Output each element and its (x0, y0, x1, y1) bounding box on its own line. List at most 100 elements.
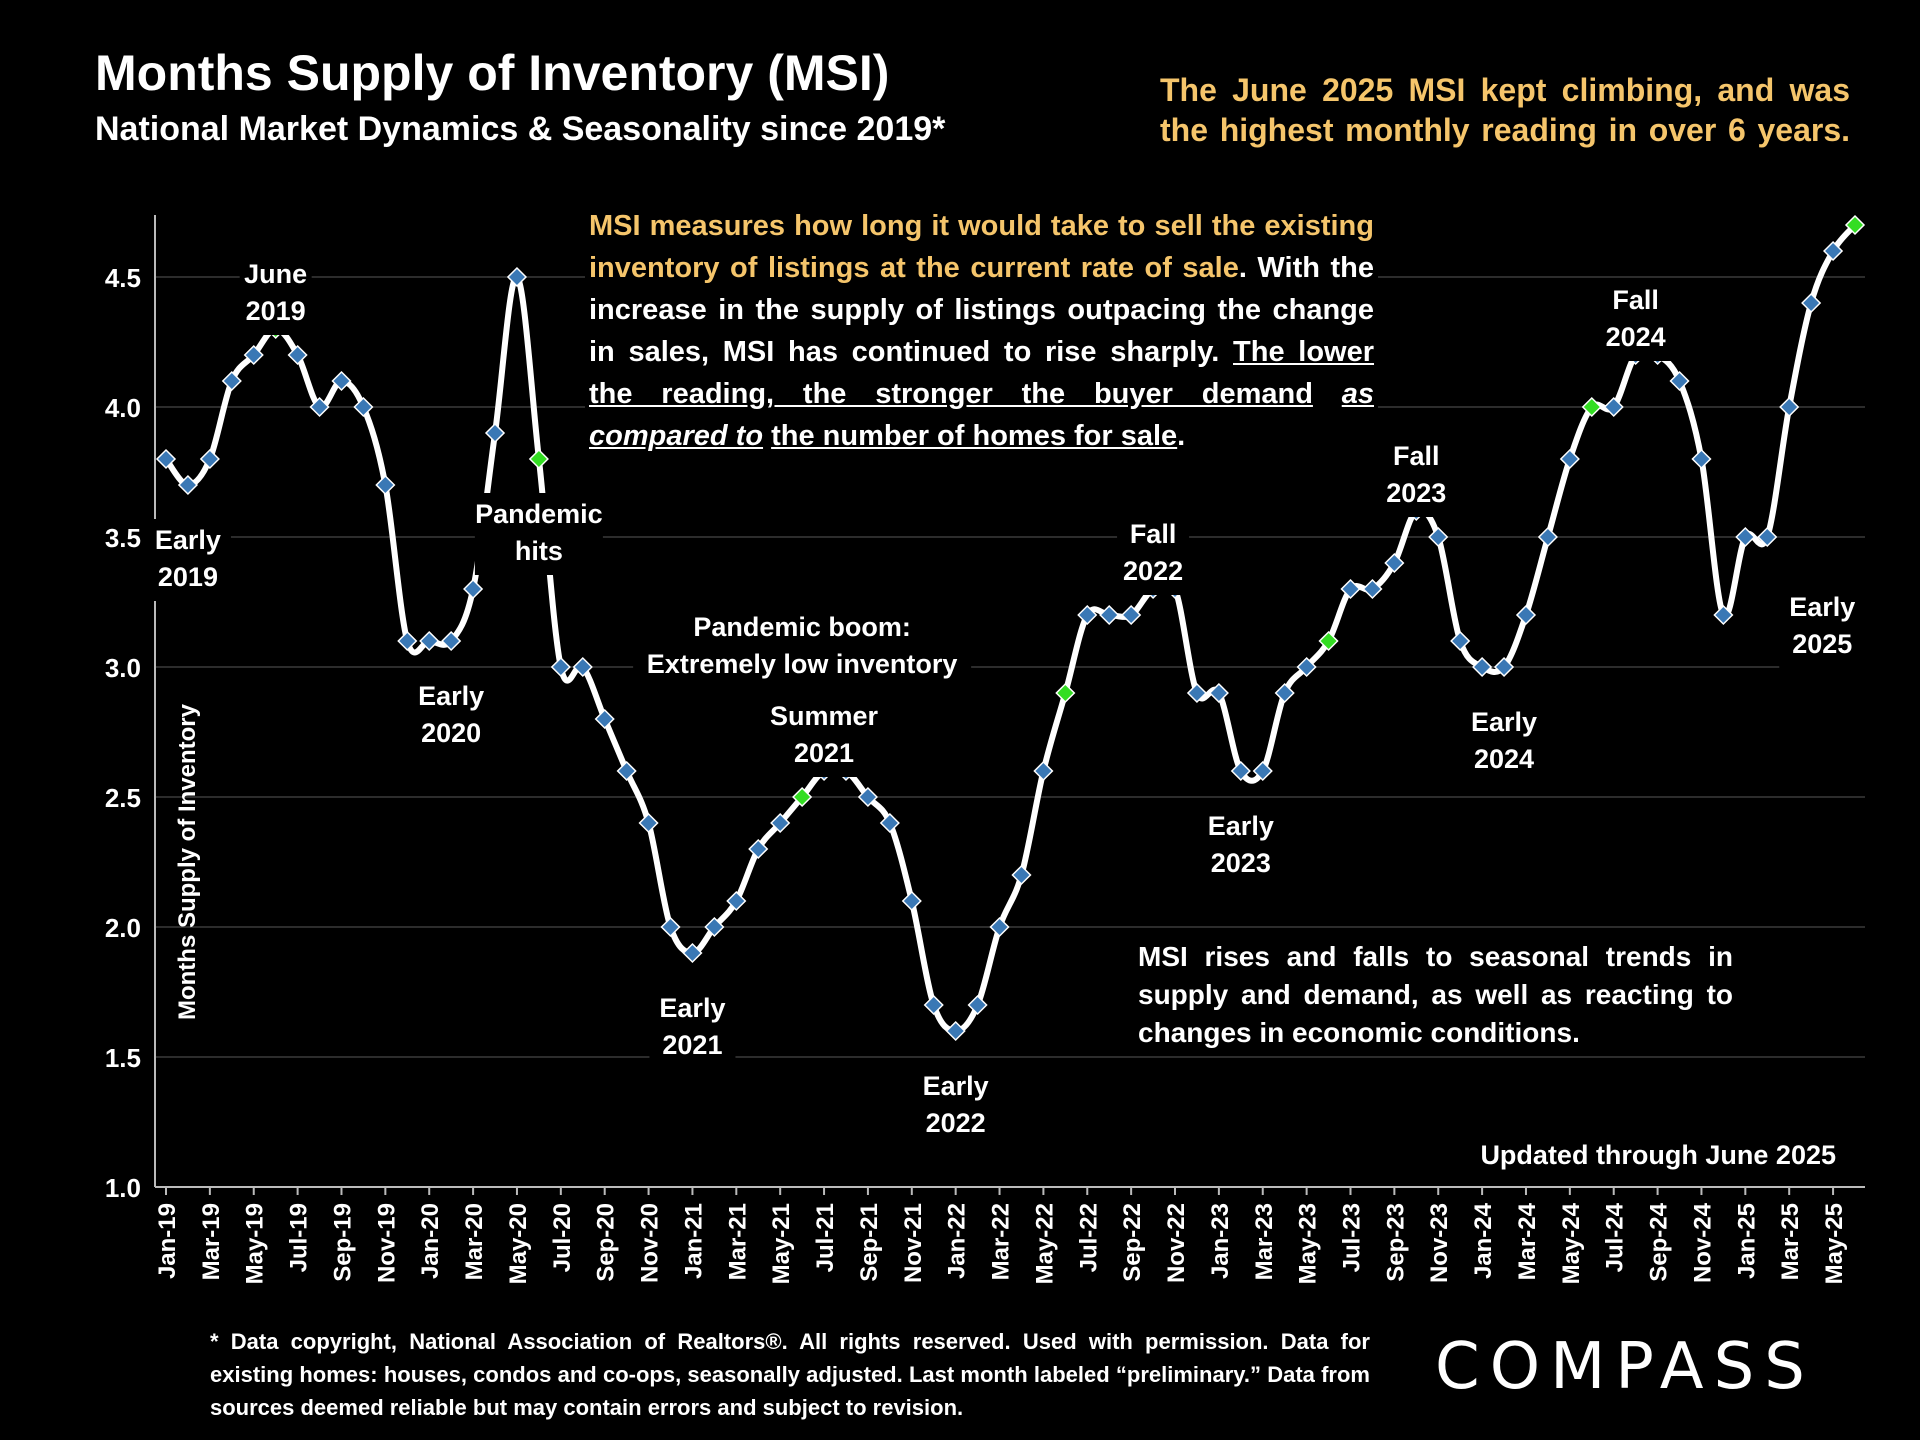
data-point (572, 656, 593, 678)
highlight-data-point (1581, 396, 1602, 418)
data-point (1208, 682, 1229, 704)
data-point (1362, 578, 1383, 600)
data-point (704, 916, 725, 938)
chart-title: Months Supply of Inventory (MSI) (95, 45, 890, 101)
demand-note-italic: as compared to (589, 378, 1374, 452)
annotation-text: 2024 (1474, 744, 1534, 774)
annotation-label: Fall 2024 (1599, 279, 1672, 361)
x-tick-label: Jul-20 (549, 1203, 576, 1272)
annotation-text: June (244, 259, 307, 289)
headline-note: The June 2025 MSI kept climbing, and was… (1160, 72, 1850, 148)
x-tick-label: Jan-22 (944, 1203, 971, 1279)
annotation-background (1599, 279, 1672, 361)
data-point (901, 890, 922, 912)
data-point (1537, 526, 1558, 548)
y-tick-label: 3.5 (105, 523, 141, 553)
annotation-background (1779, 586, 1866, 668)
x-tick-label: Mar-19 (198, 1203, 225, 1280)
x-tick-label: Nov-23 (1426, 1203, 1453, 1283)
x-tick-label: Mar-24 (1514, 1202, 1541, 1280)
data-point (923, 994, 944, 1016)
x-tick-label: Jan-19 (154, 1203, 181, 1279)
x-tick-label: May-24 (1558, 1202, 1585, 1284)
x-tick-label: Jan-21 (680, 1203, 707, 1279)
definition-highlight: MSI measures how long it would take to s… (589, 210, 1374, 284)
data-point (309, 396, 330, 418)
annotation-label: Summer 2021 (770, 695, 879, 777)
annotation-text: 2021 (662, 1030, 722, 1060)
y-tick-label: 4.0 (105, 393, 141, 423)
data-point (660, 916, 681, 938)
demand-note-rest: the number of homes for sale (771, 420, 1178, 452)
x-tick-label: May-22 (1031, 1203, 1058, 1284)
data-point (243, 344, 264, 366)
annotation-background (774, 695, 875, 777)
annotation-text: Fall (1612, 285, 1659, 315)
data-point (441, 630, 462, 652)
data-point (726, 890, 747, 912)
data-point (353, 396, 374, 418)
data-point (1384, 552, 1405, 574)
data-point (419, 630, 440, 652)
data-point (1428, 526, 1449, 548)
data-point (484, 422, 506, 444)
x-tick-label: Sep-21 (856, 1203, 883, 1282)
data-point (221, 370, 242, 392)
y-tick-label: 1.5 (105, 1043, 141, 1073)
y-tick-label: 4.5 (105, 263, 141, 293)
y-tick-label: 1.0 (105, 1173, 141, 1203)
data-point (1121, 604, 1142, 626)
y-tick-label: 3.0 (105, 653, 141, 683)
data-point (1691, 448, 1712, 470)
data-point (1493, 656, 1515, 678)
x-tick-label: Jul-19 (286, 1203, 313, 1272)
annotation-background (1461, 701, 1548, 783)
data-point (945, 1020, 966, 1042)
annotation-text: Early (1208, 811, 1274, 841)
data-point (287, 344, 308, 366)
x-tick-label: Nov-19 (373, 1203, 400, 1283)
annotation-text: Pandemic (475, 499, 603, 529)
annotation-label: Early 2021 (649, 987, 736, 1069)
data-point (989, 916, 1010, 938)
annotation-text: 2024 (1606, 322, 1666, 352)
data-point (1230, 760, 1251, 782)
annotation-label: Early 2025 (1779, 586, 1866, 668)
data-point (1757, 526, 1778, 548)
data-point (397, 630, 418, 652)
x-tick-label: Sep-19 (329, 1203, 356, 1282)
x-tick-label: May-23 (1295, 1203, 1322, 1284)
x-tick-label: Jan-25 (1733, 1203, 1760, 1279)
x-tick-label: Jul-22 (1075, 1203, 1102, 1272)
x-tick-label: Jan-23 (1207, 1203, 1234, 1279)
data-point (1296, 656, 1317, 678)
annotation-text: 2020 (421, 718, 481, 748)
y-axis-label: Months Supply of Inventory (174, 703, 201, 1020)
definition-period: . (1238, 252, 1247, 284)
data-point (463, 578, 484, 600)
data-point (199, 448, 220, 470)
x-tick-label: May-19 (242, 1203, 269, 1284)
annotation-background (1117, 513, 1190, 595)
data-point (1450, 630, 1471, 652)
chart-subtitle: National Market Dynamics & Seasonality s… (95, 110, 946, 148)
data-point (1186, 682, 1208, 704)
data-point (1099, 604, 1120, 626)
annotation-label: Early 2023 (1197, 805, 1284, 887)
supply-note: With the increase in the supply of listi… (589, 252, 1374, 368)
annotation-text: 2025 (1792, 629, 1852, 659)
annotation-label: Early 2022 (912, 1065, 999, 1147)
annotation-text: Early (155, 525, 221, 555)
annotation-label: Early 2020 (408, 675, 495, 757)
x-tick-label: Mar-20 (461, 1203, 488, 1280)
annotation-text: Early (1789, 592, 1855, 622)
data-point (638, 812, 659, 834)
data-point (1713, 604, 1734, 626)
annotation-label: Fall 2022 (1117, 513, 1190, 595)
annotation-label: Pandemic boom: Extremely low inventory (633, 606, 972, 688)
x-tick-label: Jan-20 (417, 1203, 444, 1279)
x-tick-label: May-21 (768, 1203, 795, 1284)
data-point (1515, 604, 1537, 626)
x-tick-label: Sep-20 (593, 1203, 620, 1282)
x-tick-label: May-20 (505, 1203, 532, 1284)
